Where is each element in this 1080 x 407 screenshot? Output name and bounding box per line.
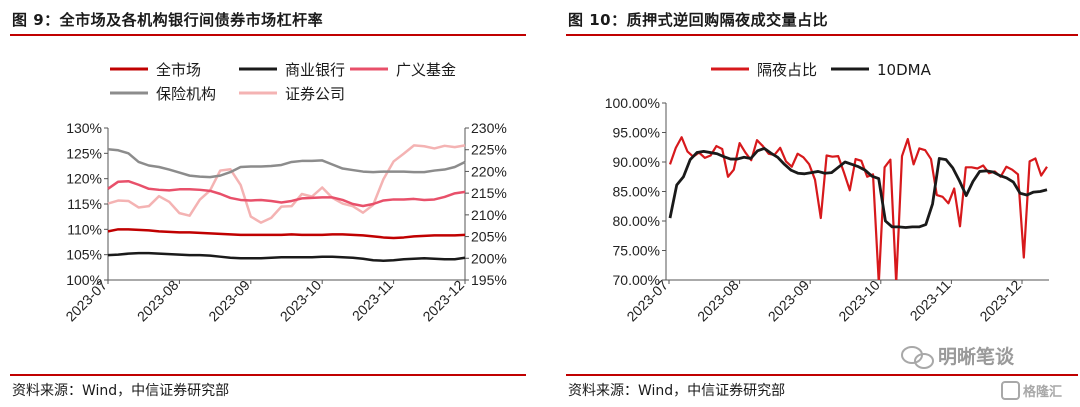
y-right-tick-label: 225%	[471, 142, 507, 158]
y-right-tick-label: 210%	[471, 207, 507, 223]
y-left-tick-label: 120%	[66, 171, 102, 187]
y-left-tick-label: 105%	[66, 247, 102, 263]
y-left-tick-label: 100%	[66, 272, 102, 288]
y-left-tick-label: 115%	[67, 196, 102, 212]
y-tick-label: 100.00%	[605, 95, 660, 111]
series-line-广义基金	[107, 179, 466, 208]
series-line-商业银行	[107, 251, 466, 262]
y-left-tick-label: 125%	[66, 145, 102, 161]
y-right-tick-label: 215%	[471, 185, 507, 201]
y-right-tick-label: 195%	[471, 272, 507, 288]
y-right-tick-label: 200%	[471, 250, 507, 266]
series-line-10dma	[668, 147, 1048, 229]
series-line-全市场	[107, 228, 466, 240]
legend-label: 全市场	[156, 61, 201, 79]
wechat-icon	[901, 346, 934, 369]
y-tick-label: 95.00%	[613, 125, 660, 141]
legend-label: 隔夜占比	[757, 61, 817, 79]
figure-10-title: 图 10：质押式逆回购隔夜成交量占比	[568, 11, 829, 29]
y-tick-label: 75.00%	[613, 243, 660, 259]
gelonghui-logo-icon	[1001, 381, 1020, 400]
y-left-tick-label: 130%	[66, 120, 102, 136]
legend-label: 商业银行	[285, 61, 345, 79]
y-left-tick-label: 110%	[67, 221, 102, 237]
series-line-证券公司	[107, 144, 466, 224]
legend-label: 证券公司	[285, 85, 345, 103]
y-right-tick-label: 205%	[471, 229, 507, 245]
series-line-保险机构	[107, 148, 466, 179]
legend-label: 10DMA	[877, 61, 932, 79]
y-right-tick-label: 230%	[471, 120, 507, 136]
leverage-chart: 100% 105% 110% 115% 120% 125% 130% 195% 200% 205%…	[62, 61, 507, 324]
title-rule	[566, 34, 1078, 36]
series-line-overnight-share	[668, 136, 1048, 280]
figure-9-panel: 图 9：全市场及各机构银行间债券市场杠杆率 100% 105% 110% 115% 12…	[0, 0, 528, 407]
watermark-corner-text: 格隆汇	[1023, 384, 1062, 400]
figure-10-source: 资料来源：Wind，中信证券研究部	[568, 383, 786, 399]
figure-9-title: 图 9：全市场及各机构银行间债券市场杠杆率	[12, 11, 324, 29]
overnight-share-chart: 70.00% 75.00% 80.00% 85.00% 90.00% 95.00% 100.…	[605, 61, 1049, 324]
figure-10-panel: 图 10：质押式逆回购隔夜成交量占比 70.00% 75.00% 80.00% 85.…	[556, 0, 1080, 407]
title-rule	[10, 34, 526, 36]
source-rule	[10, 374, 526, 376]
y-tick-label: 90.00%	[613, 154, 660, 170]
y-tick-label: 70.00%	[613, 272, 660, 288]
y-tick-label: 85.00%	[613, 184, 660, 200]
source-rule	[566, 374, 1078, 376]
y-right-tick-label: 220%	[471, 163, 507, 179]
legend-label: 保险机构	[156, 85, 216, 103]
y-tick-label: 80.00%	[613, 213, 660, 229]
figure-9-source: 资料来源：Wind，中信证券研究部	[12, 383, 230, 399]
watermark-text: 明晰笔谈	[938, 345, 1015, 368]
plot-area	[668, 136, 1048, 280]
legend-label: 广义基金	[396, 61, 456, 79]
